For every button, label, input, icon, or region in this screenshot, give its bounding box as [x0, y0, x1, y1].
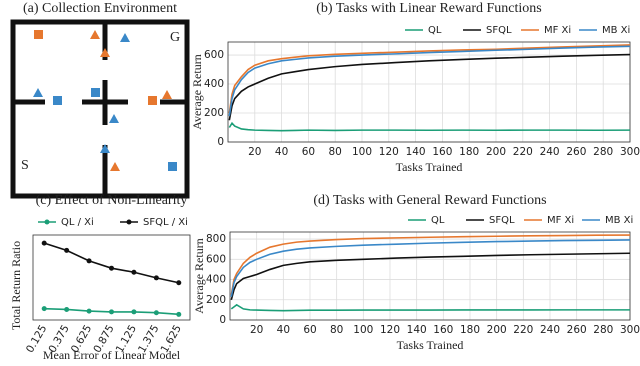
x-tick-label: 60 [302, 146, 315, 158]
series-line [228, 121, 631, 132]
series-line [230, 303, 630, 312]
x-tick-label: 140 [406, 146, 426, 158]
series-line [228, 45, 631, 117]
x-tick-label: 200 [486, 146, 506, 158]
plot-frame [227, 41, 631, 143]
plot-frame [229, 231, 631, 321]
x-axis-label: Tasks Trained [396, 160, 463, 174]
y-axis-label: Total Return Ratio [9, 241, 23, 330]
panel-title: (c) Effect of Non-Linearity [36, 193, 188, 208]
series-line [228, 44, 631, 114]
point [176, 280, 182, 286]
items [33, 30, 177, 171]
x-tick-label: 100 [352, 146, 372, 158]
x-tick-label: 160 [433, 324, 453, 336]
series-line [230, 239, 631, 297]
legend-label: QL [431, 215, 445, 226]
x-tick-label: 220 [513, 146, 533, 158]
x-axis-label: Tasks Trained [397, 338, 464, 352]
series-line [230, 234, 631, 295]
x-axis-label: Mean Error of Linear Model [43, 348, 181, 362]
grid-border [10, 19, 190, 199]
legend-label: MB Xi [602, 25, 630, 36]
x-tick-label: 60 [303, 324, 316, 336]
x-tick-label: 180 [460, 324, 480, 336]
x-tick-label: 200 [487, 324, 507, 336]
x-tick-label: 300 [620, 146, 640, 158]
y-tick-label: 800 [206, 233, 226, 245]
y-tick-label: 200 [206, 294, 226, 306]
point [131, 269, 137, 275]
x-tick-label: 260 [566, 146, 586, 158]
legend-label: QL [428, 25, 442, 36]
x-tick-label: 80 [329, 146, 342, 158]
environment: (a) Collection Environment G S [10, 1, 190, 199]
legend-label: SFQL [489, 215, 515, 226]
y-axis-label: Average Return [192, 238, 206, 313]
panel-title: (b) Tasks with Linear Reward Functions [316, 1, 541, 16]
goal-label: G [170, 30, 180, 45]
x-tick-label: 220 [513, 324, 533, 336]
series-line [230, 252, 631, 300]
x-tick-label: 240 [540, 324, 560, 336]
point [109, 265, 114, 271]
point [86, 308, 92, 314]
point [64, 247, 70, 253]
x-tick-label: 160 [432, 146, 452, 158]
panel-title: (d) Tasks with General Reward Functions [313, 193, 546, 208]
point [153, 275, 159, 281]
point [176, 311, 182, 317]
legend-marker [44, 219, 50, 225]
y-tick-label: 200 [204, 107, 224, 119]
y-tick-label: 0 [217, 136, 224, 148]
x-tick-label: 140 [407, 324, 427, 336]
point [41, 306, 47, 312]
point [41, 240, 47, 246]
legend-label: MF Xi [544, 25, 571, 36]
x-tick-label: 120 [380, 324, 400, 336]
x-tick-label: 120 [379, 146, 399, 158]
y-tick-label: 0 [219, 314, 226, 326]
legend-label: SFQL [486, 25, 512, 36]
point [109, 309, 114, 315]
chart-panel: (b) Tasks with Linear Reward Functions 0 2… [190, 1, 640, 174]
x-tick-label: 40 [275, 146, 288, 158]
legend-marker [126, 219, 132, 225]
x-tick-label: 80 [330, 324, 343, 336]
x-tick-label: 300 [620, 324, 640, 336]
point [86, 258, 92, 264]
x-tick-label: 20 [250, 324, 263, 336]
y-tick-label: 600 [206, 253, 226, 265]
legend-label: MB Xi [605, 215, 633, 226]
chart-panel: (c) Effect of Non-Linearity0.1250.3750.6… [9, 193, 191, 362]
x-tick-label: 180 [459, 146, 479, 158]
x-tick-label: 280 [593, 146, 613, 158]
x-tick-label: 40 [277, 324, 290, 336]
x-tick-label: 20 [248, 146, 261, 158]
series-line [228, 53, 631, 121]
legend-label: QL / Xi [61, 217, 94, 228]
plot-frame [32, 234, 191, 321]
chart-panel: (d) Tasks with General Reward Functions 0… [192, 193, 640, 352]
panel-title: (a) Collection Environment [23, 1, 177, 16]
x-tick-label: 260 [567, 324, 587, 336]
point [153, 310, 159, 316]
x-tick-label: 280 [593, 324, 613, 336]
x-tick-label: 240 [540, 146, 560, 158]
y-tick-label: 400 [206, 274, 226, 286]
start-label: S [21, 158, 29, 173]
legend-label: MF Xi [547, 215, 574, 226]
point [64, 306, 70, 312]
x-tick-label: 100 [353, 324, 373, 336]
y-axis-label: Average Return [190, 54, 204, 129]
point [131, 309, 137, 315]
y-tick-label: 400 [204, 78, 224, 90]
legend-label: SFQL / Xi [143, 217, 188, 228]
y-tick-label: 600 [204, 49, 224, 61]
